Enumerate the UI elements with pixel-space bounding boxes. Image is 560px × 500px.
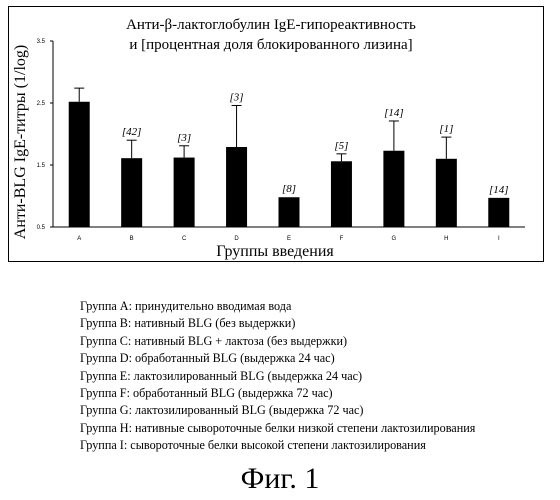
legend-item-b: Группа В: нативный BLG (без выдержки) bbox=[80, 315, 556, 332]
bar-chart: Анти-β-лактоглобулин IgE-гипореактивност… bbox=[9, 7, 543, 261]
figure-caption: Фиг. 1 bbox=[0, 462, 560, 496]
x-tick-label: B bbox=[130, 236, 134, 242]
y-axis-label: Анти-BLG IgE-титры (1/log) bbox=[12, 45, 29, 239]
y-tick-label: 2.5 bbox=[37, 101, 46, 107]
chart-frame: Анти-β-лактоглобулин IgE-гипореактивност… bbox=[8, 6, 544, 262]
bar bbox=[121, 158, 142, 227]
legend-item-e: Группа Е: лактозилированный BLG (выдержк… bbox=[80, 368, 556, 385]
x-tick-label: G bbox=[392, 236, 397, 242]
legend-item-g: Группа G: лактозилированный BLG (выдержк… bbox=[80, 402, 556, 419]
x-tick-label: I bbox=[498, 236, 500, 242]
x-tick-label: F bbox=[340, 236, 344, 242]
legend-item-i: Группа I: сывороточные белки высокой сте… bbox=[80, 437, 556, 454]
bar-annotation: [14] bbox=[489, 184, 509, 196]
x-tick-label: D bbox=[234, 236, 239, 242]
x-tick-label: C bbox=[182, 236, 187, 242]
legend-item-a: Группа А: принудительно вводимая вода bbox=[80, 298, 556, 315]
bar bbox=[383, 151, 404, 227]
group-legend: Группа А: принудительно вводимая вода Гр… bbox=[80, 298, 556, 455]
y-tick-label: 1.5 bbox=[37, 163, 46, 169]
bar bbox=[69, 102, 90, 227]
bar bbox=[226, 147, 247, 227]
bar bbox=[174, 158, 195, 227]
x-axis-label: Группы введения bbox=[216, 243, 334, 260]
chart-title-line-2: и [процентная доля блокированного лизина… bbox=[129, 37, 412, 53]
x-tick-label: A bbox=[77, 236, 81, 242]
y-tick-label: 3.5 bbox=[37, 39, 46, 45]
x-tick-label: E bbox=[287, 236, 291, 242]
bar-annotation: [3] bbox=[230, 91, 244, 103]
bar-annotation: [14] bbox=[384, 107, 404, 119]
bar bbox=[331, 161, 352, 227]
bar bbox=[436, 159, 457, 227]
legend-item-h: Группа Н: нативные сывороточные белки ни… bbox=[80, 420, 556, 437]
y-tick-label: 0.5 bbox=[37, 225, 46, 231]
bar-annotation: [5] bbox=[334, 140, 348, 152]
bar-annotation: [3] bbox=[177, 132, 191, 144]
bar-annotation: [42] bbox=[122, 126, 142, 138]
chart-title-line-1: Анти-β-лактоглобулин IgE-гипореактивност… bbox=[126, 17, 416, 33]
bar-annotation: [1] bbox=[439, 123, 453, 135]
legend-item-c: Группа С: нативный BLG + лактоза (без вы… bbox=[80, 333, 556, 350]
bar bbox=[279, 197, 300, 227]
bar-annotation: [8] bbox=[282, 183, 296, 195]
legend-item-d: Группа D: обработанный BLG (выдержка 24 … bbox=[80, 350, 556, 367]
legend-item-f: Группа F: обработанный BLG (выдержка 72 … bbox=[80, 385, 556, 402]
x-tick-label: H bbox=[444, 236, 448, 242]
plot-area: 3.5 2.5 1.5 0.5 A B [42] C [3] D [3] E [8] F [5] G [14] H… bbox=[37, 39, 525, 242]
bar bbox=[488, 198, 509, 227]
